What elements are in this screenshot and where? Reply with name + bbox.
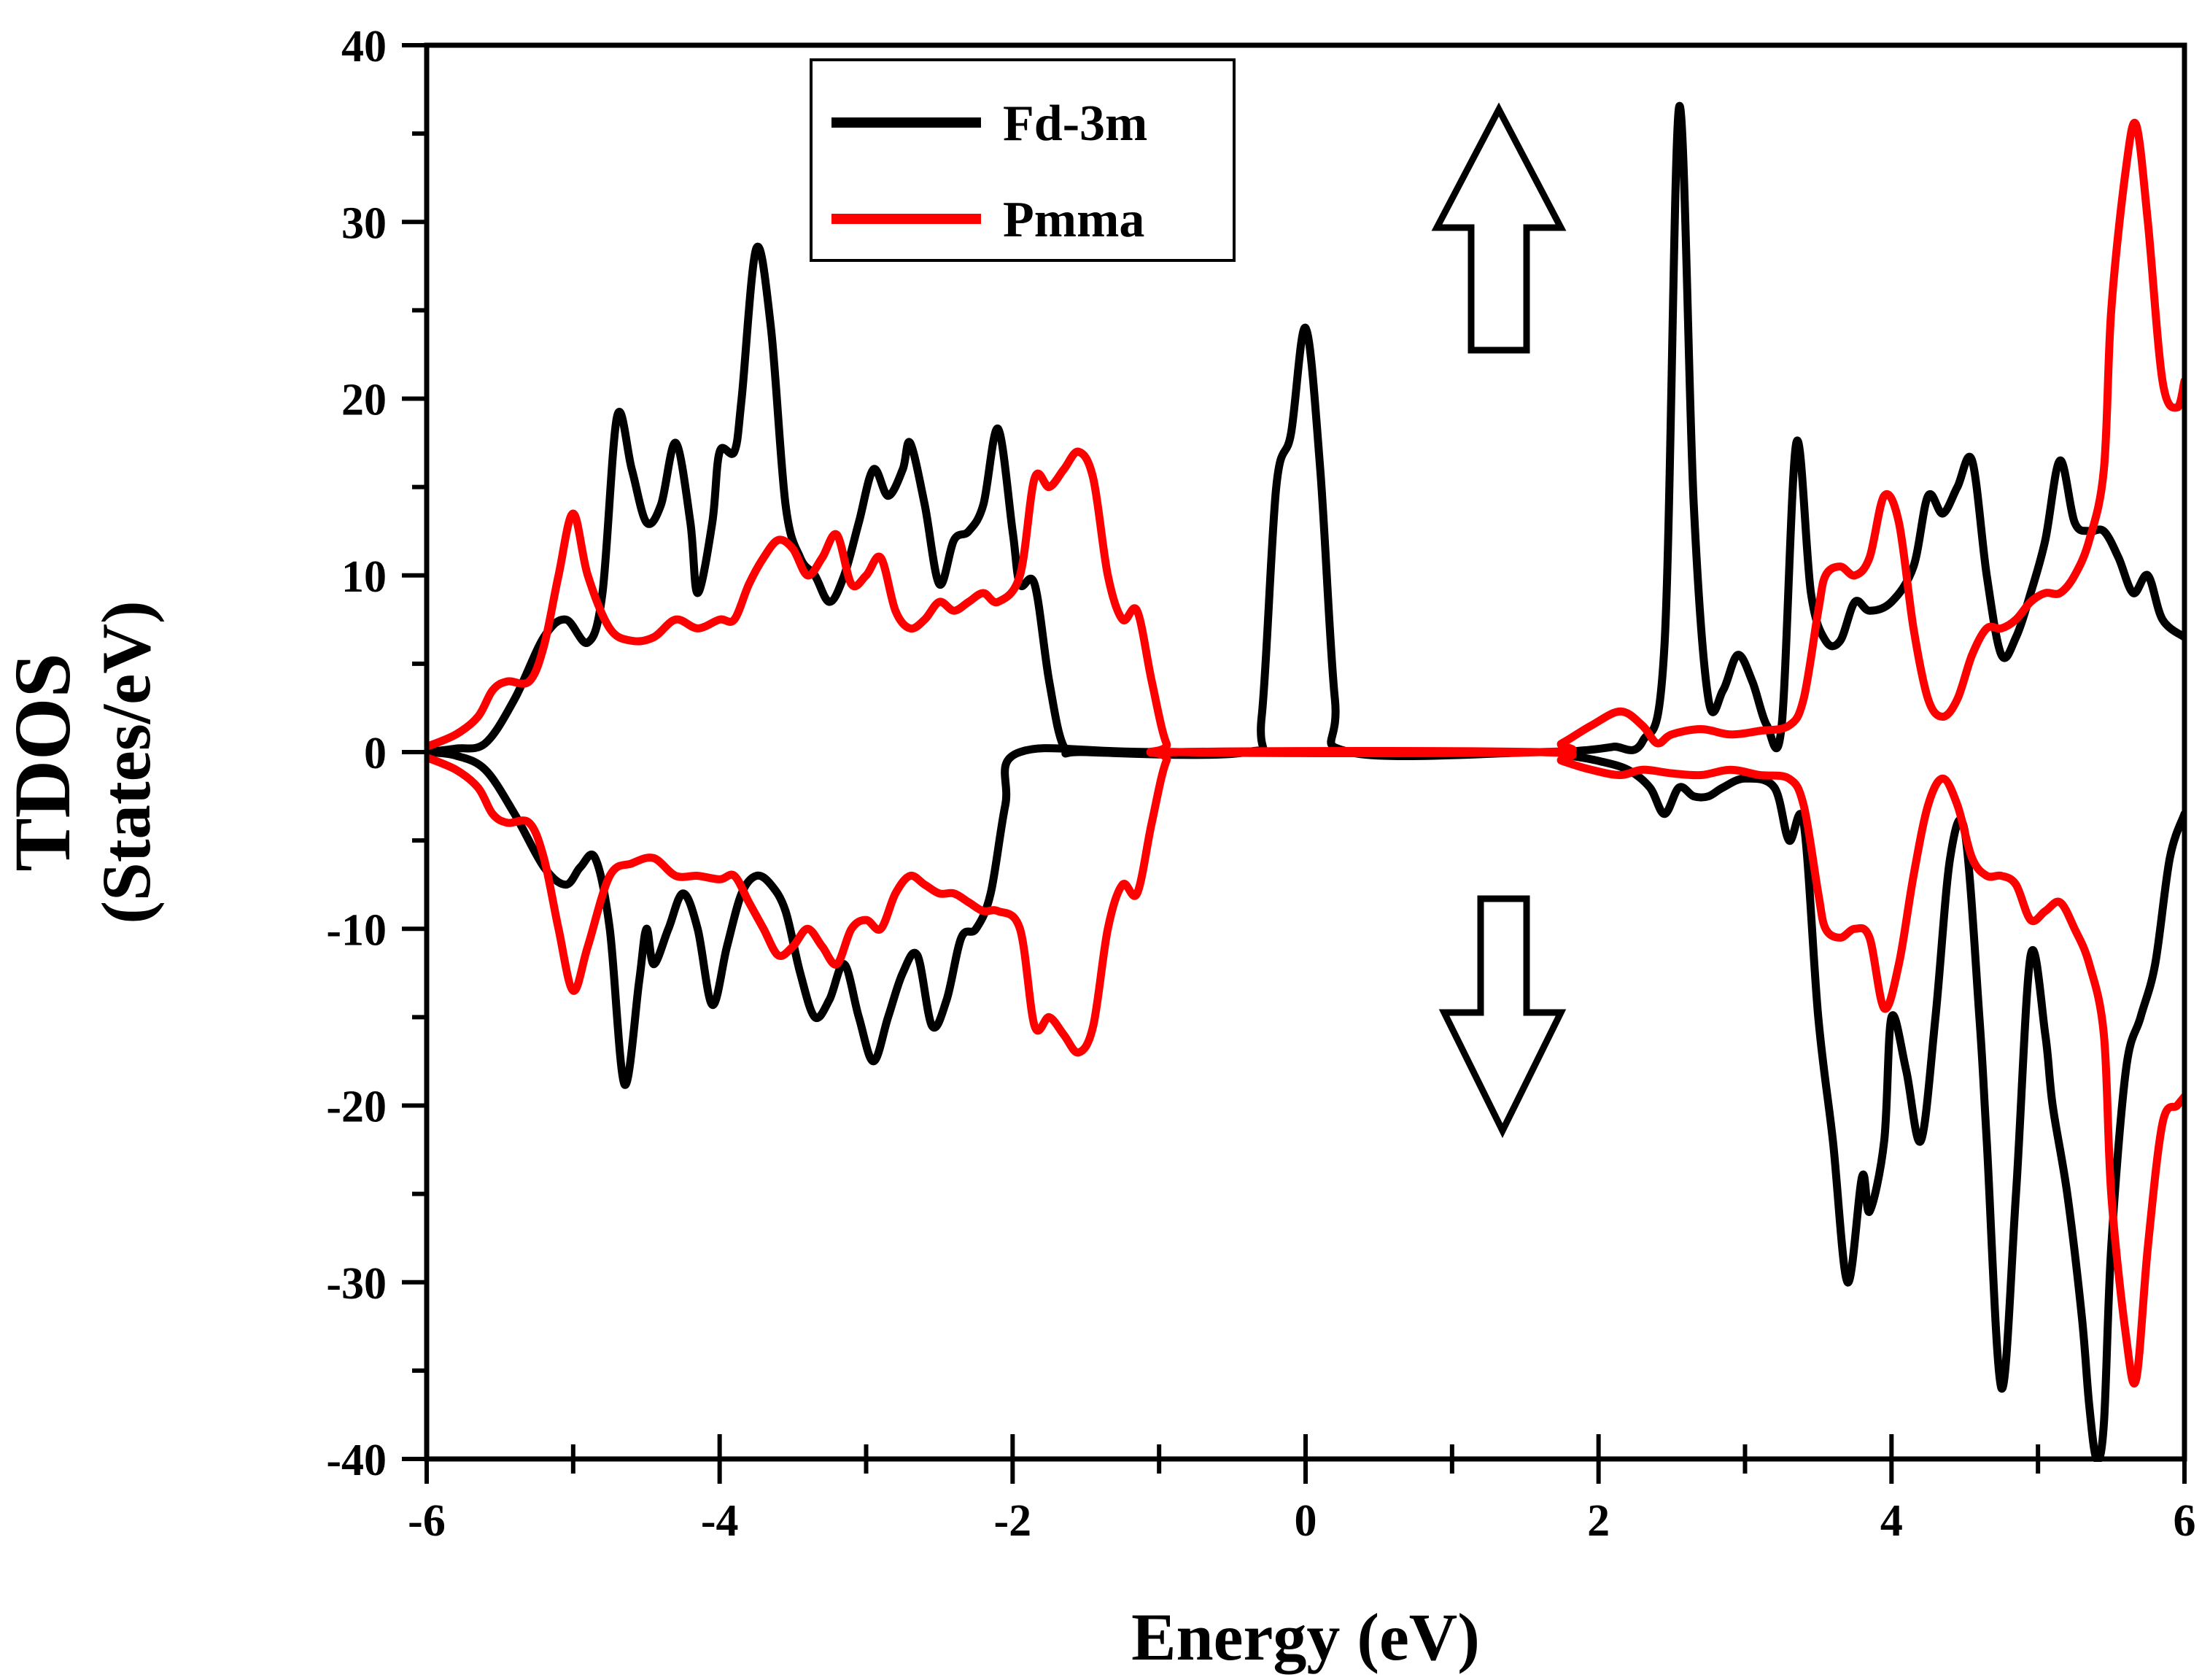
series-fd3m-spin-down [427, 744, 2184, 1462]
series-layer [427, 101, 2184, 1462]
y-tick-label: -10 [326, 905, 387, 955]
y-tick-label: 20 [341, 376, 387, 425]
y-tick-label: 40 [341, 22, 387, 71]
spin-down-arrow-icon [1438, 895, 1567, 1139]
legend-label-pmma: Pmma [1003, 192, 1144, 248]
x-tick-label: 0 [1295, 1496, 1317, 1546]
x-tick-label: 6 [2174, 1496, 2196, 1546]
x-tick-label: -6 [408, 1496, 446, 1546]
legend-box [810, 58, 1236, 262]
y-tick-label: -20 [326, 1083, 387, 1132]
x-tick-label: -4 [701, 1496, 739, 1546]
y-axis-title-line1: TDOS [0, 653, 87, 872]
y-axis-title-line2: (States/eV) [88, 600, 165, 924]
series-pmma-spin-down [427, 747, 2184, 1388]
y-tick-label: 30 [341, 198, 387, 248]
y-tick-label: -40 [326, 1436, 387, 1485]
y-tick-labels: -40 -30 -20 -10 0 10 20 30 40 [326, 22, 387, 1485]
x-tick-label: -2 [994, 1496, 1032, 1546]
series-pmma-spin-up [427, 119, 2184, 757]
y-tick-label: -30 [326, 1259, 387, 1309]
plot-frame [424, 42, 2187, 1462]
legend: Fd-3m Pmma [810, 58, 1236, 262]
spin-up-arrow-icon [1431, 102, 1567, 354]
series-fd3m-spin-up [427, 101, 2184, 760]
legend-label-fd3m: Fd-3m [1003, 96, 1147, 152]
y-tick-label: 0 [364, 729, 387, 778]
x-tick-label: 4 [1880, 1496, 1903, 1546]
y-tick-label: 10 [341, 552, 387, 602]
x-axis-title: Energy (eV) [1131, 1600, 1480, 1674]
tick-marks [402, 43, 2187, 1484]
x-tick-labels: -6 -4 -2 0 2 4 6 [408, 1496, 2195, 1546]
x-tick-label: 2 [1587, 1496, 1610, 1546]
